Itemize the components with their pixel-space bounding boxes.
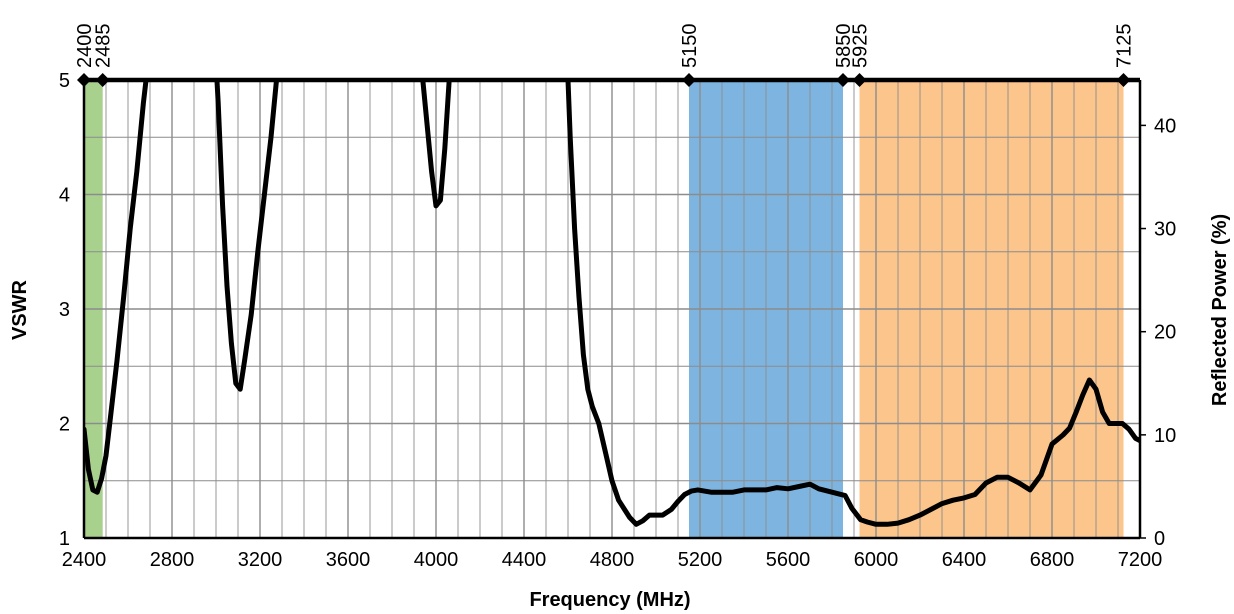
x-tick-label: 2800 xyxy=(150,549,195,571)
y-tick-labels: 1 2 3 4 5 xyxy=(59,70,70,550)
band-marker xyxy=(852,73,867,87)
vswr-line-0 xyxy=(84,80,1140,527)
marker-label: 5850 xyxy=(833,24,855,69)
y-tick-label: 2 xyxy=(59,414,70,436)
x-tick-label: 5600 xyxy=(766,549,811,571)
x-tick-label: 4400 xyxy=(502,549,547,571)
y2-tick-label: 40 xyxy=(1154,115,1176,137)
y-tick-label: 5 xyxy=(59,70,70,92)
y2-tick-label: 0 xyxy=(1154,528,1165,550)
x-tick-label: 5200 xyxy=(678,549,723,571)
marker-label: 7125 xyxy=(1114,24,1136,69)
x-tick-labels: 2400 2800 3200 3600 4000 4400 4800 5200 5600 6000… xyxy=(62,549,1163,571)
band-marker xyxy=(836,73,850,87)
plot-frame xyxy=(82,77,1142,540)
x-tick-label: 3200 xyxy=(238,549,283,571)
x-tick-label: 6800 xyxy=(1030,549,1075,571)
marker-label: 5925 xyxy=(850,24,872,69)
y-axis-title: VSWR xyxy=(9,279,31,340)
x-tick-label: 6000 xyxy=(854,549,899,571)
marker-label: 2485 xyxy=(93,24,115,69)
y-tick-label: 1 xyxy=(59,528,70,550)
band-marker xyxy=(682,73,696,87)
marker-label: 5150 xyxy=(679,24,701,69)
band-marker xyxy=(95,73,110,87)
band-marker xyxy=(77,73,91,87)
x-tick-label: 7200 xyxy=(1118,549,1163,571)
y2-tick-label: 30 xyxy=(1154,219,1176,241)
x-axis-title: Frequency (MHz) xyxy=(529,589,690,611)
y2-tick-label: 20 xyxy=(1154,322,1176,344)
y-tick-label: 4 xyxy=(59,185,70,207)
y2-tick-label: 10 xyxy=(1154,425,1176,447)
marker-label: 2400 xyxy=(74,24,96,69)
x-tick-label: 3600 xyxy=(326,549,371,571)
series-layer xyxy=(84,80,1140,527)
y2-tick-labels: 0 10 20 30 40 xyxy=(1140,115,1176,550)
x-tick-label: 6400 xyxy=(942,549,987,571)
x-tick-label: 4000 xyxy=(414,549,459,571)
y2-axis-title: Reflected Power (%) xyxy=(1209,214,1231,406)
x-tick-label: 4800 xyxy=(590,549,635,571)
y-tick-label: 3 xyxy=(59,299,70,321)
grid xyxy=(83,79,1141,539)
x-tick-label: 2400 xyxy=(62,549,107,571)
band-marker xyxy=(1116,73,1131,87)
